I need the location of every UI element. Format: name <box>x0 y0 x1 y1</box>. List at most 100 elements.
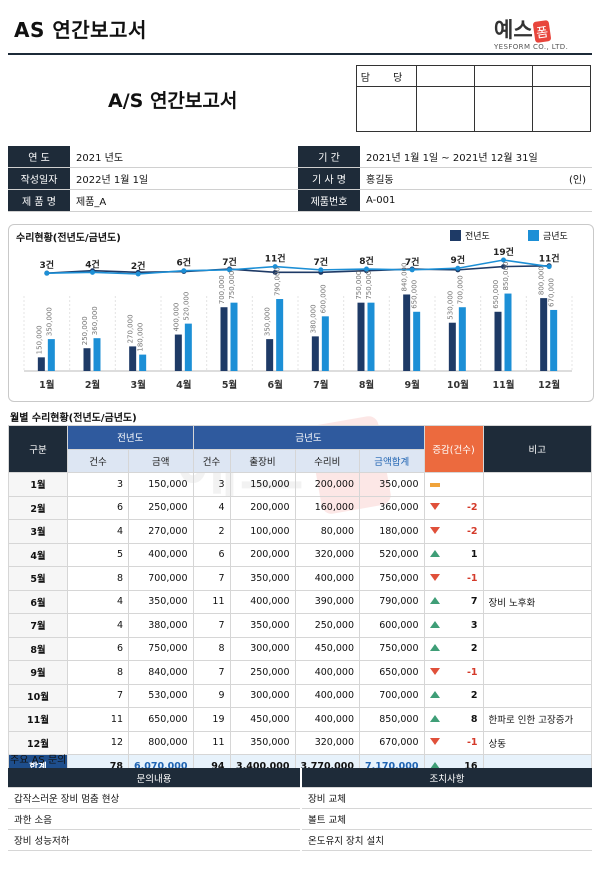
prev-amount-cell[interactable]: 400,000 <box>128 542 194 567</box>
approval-cell[interactable] <box>474 65 533 87</box>
trip-fee-cell[interactable]: 300,000 <box>229 683 296 708</box>
technician-value[interactable]: 홍길동 (인) <box>360 167 592 190</box>
prev-count-cell[interactable]: 6 <box>67 636 129 661</box>
prev-count-cell[interactable]: 11 <box>67 707 129 732</box>
year-value[interactable]: 2021 년도 <box>70 146 298 168</box>
trip-fee-cell[interactable]: 150,000 <box>229 472 296 497</box>
sum-cell[interactable]: 520,000 <box>359 542 425 567</box>
inquiry-cell[interactable]: 갑작스러운 장비 멈춤 현상 <box>8 787 302 809</box>
prev-amount-cell[interactable]: 750,000 <box>128 636 194 661</box>
note-cell[interactable] <box>482 519 592 544</box>
cur-count-cell[interactable]: 4 <box>192 495 231 520</box>
note-cell[interactable] <box>482 683 592 708</box>
prev-amount-cell[interactable]: 840,000 <box>128 660 194 685</box>
approval-cell[interactable] <box>416 65 475 87</box>
prev-amount-cell[interactable]: 650,000 <box>128 707 194 732</box>
sum-cell[interactable]: 850,000 <box>359 707 425 732</box>
prev-amount-cell[interactable]: 800,000 <box>128 730 194 755</box>
cur-count-cell[interactable]: 19 <box>192 707 231 732</box>
cur-count-cell[interactable]: 2 <box>192 519 231 544</box>
repair-fee-cell[interactable]: 400,000 <box>294 707 360 732</box>
action-cell[interactable]: 온도유지 장치 설치 <box>301 829 592 851</box>
inquiry-cell[interactable]: 과한 소음 <box>8 808 302 830</box>
note-cell[interactable] <box>482 613 592 638</box>
cur-count-cell[interactable]: 8 <box>192 636 231 661</box>
prev-amount-cell[interactable]: 250,000 <box>128 495 194 520</box>
repair-fee-cell[interactable]: 200,000 <box>294 472 360 497</box>
sum-cell[interactable]: 700,000 <box>359 683 425 708</box>
prev-count-cell[interactable]: 4 <box>67 589 129 614</box>
period-value[interactable]: 2021년 1월 1일 ~ 2021년 12월 31일 <box>360 146 592 168</box>
repair-fee-cell[interactable]: 80,000 <box>294 519 360 544</box>
note-cell[interactable] <box>482 472 592 497</box>
prev-amount-cell[interactable]: 380,000 <box>128 613 194 638</box>
repair-fee-cell[interactable]: 450,000 <box>294 636 360 661</box>
note-cell[interactable] <box>482 660 592 685</box>
sum-cell[interactable]: 360,000 <box>359 495 425 520</box>
prev-count-cell[interactable]: 6 <box>67 495 129 520</box>
prev-count-cell[interactable]: 12 <box>67 730 129 755</box>
trip-fee-cell[interactable]: 200,000 <box>229 495 296 520</box>
prev-count-cell[interactable]: 8 <box>67 566 129 591</box>
trip-fee-cell[interactable]: 250,000 <box>229 660 296 685</box>
cur-count-cell[interactable]: 6 <box>192 542 231 567</box>
repair-fee-cell[interactable]: 400,000 <box>294 566 360 591</box>
trip-fee-cell[interactable]: 300,000 <box>229 636 296 661</box>
date-value[interactable]: 2022년 1월 1일 <box>70 167 298 190</box>
trip-fee-cell[interactable]: 350,000 <box>229 566 296 591</box>
cur-count-cell[interactable]: 9 <box>192 683 231 708</box>
trip-fee-cell[interactable]: 400,000 <box>229 589 296 614</box>
approval-cell[interactable] <box>532 65 591 87</box>
sum-cell[interactable]: 750,000 <box>359 636 425 661</box>
product-number-value[interactable]: A-001 <box>360 189 592 212</box>
prev-amount-cell[interactable]: 350,000 <box>128 589 194 614</box>
trip-fee-cell[interactable]: 450,000 <box>229 707 296 732</box>
sign-cell[interactable] <box>416 86 475 132</box>
sum-cell[interactable]: 350,000 <box>359 472 425 497</box>
cur-count-cell[interactable]: 7 <box>192 660 231 685</box>
prev-count-cell[interactable]: 4 <box>67 519 129 544</box>
prev-count-cell[interactable]: 7 <box>67 683 129 708</box>
trip-fee-cell[interactable]: 100,000 <box>229 519 296 544</box>
cur-count-cell[interactable]: 7 <box>192 613 231 638</box>
sign-cell[interactable] <box>474 86 533 132</box>
cur-count-cell[interactable]: 7 <box>192 566 231 591</box>
repair-fee-cell[interactable]: 400,000 <box>294 683 360 708</box>
sum-cell[interactable]: 790,000 <box>359 589 425 614</box>
note-cell[interactable] <box>482 636 592 661</box>
note-cell[interactable]: 상동 <box>482 730 592 755</box>
sign-cell[interactable] <box>356 86 417 132</box>
cur-count-cell[interactable]: 11 <box>192 589 231 614</box>
sum-cell[interactable]: 670,000 <box>359 730 425 755</box>
prev-amount-cell[interactable]: 150,000 <box>128 472 194 497</box>
note-cell[interactable] <box>482 542 592 567</box>
repair-fee-cell[interactable]: 320,000 <box>294 542 360 567</box>
sign-cell[interactable] <box>532 86 591 132</box>
inquiry-cell[interactable]: 장비 성능저하 <box>8 829 302 851</box>
repair-fee-cell[interactable]: 250,000 <box>294 613 360 638</box>
note-cell[interactable]: 한파로 인한 고장증가 <box>482 707 592 732</box>
prev-count-cell[interactable]: 4 <box>67 613 129 638</box>
prev-amount-cell[interactable]: 530,000 <box>128 683 194 708</box>
repair-fee-cell[interactable]: 390,000 <box>294 589 360 614</box>
action-cell[interactable]: 볼트 교체 <box>301 808 592 830</box>
trip-fee-cell[interactable]: 200,000 <box>229 542 296 567</box>
sum-cell[interactable]: 600,000 <box>359 613 425 638</box>
note-cell[interactable]: 장비 노후화 <box>482 589 592 614</box>
cur-count-cell[interactable]: 11 <box>192 730 231 755</box>
prev-count-cell[interactable]: 8 <box>67 660 129 685</box>
sum-cell[interactable]: 750,000 <box>359 566 425 591</box>
repair-fee-cell[interactable]: 320,000 <box>294 730 360 755</box>
product-value[interactable]: 제품_A <box>70 189 298 212</box>
prev-count-cell[interactable]: 3 <box>67 472 129 497</box>
sum-cell[interactable]: 650,000 <box>359 660 425 685</box>
prev-amount-cell[interactable]: 270,000 <box>128 519 194 544</box>
cur-count-cell[interactable]: 3 <box>192 472 231 497</box>
prev-amount-cell[interactable]: 700,000 <box>128 566 194 591</box>
trip-fee-cell[interactable]: 350,000 <box>229 613 296 638</box>
note-cell[interactable] <box>482 566 592 591</box>
note-cell[interactable] <box>482 495 592 520</box>
repair-fee-cell[interactable]: 400,000 <box>294 660 360 685</box>
trip-fee-cell[interactable]: 350,000 <box>229 730 296 755</box>
action-cell[interactable]: 장비 교체 <box>301 787 592 809</box>
